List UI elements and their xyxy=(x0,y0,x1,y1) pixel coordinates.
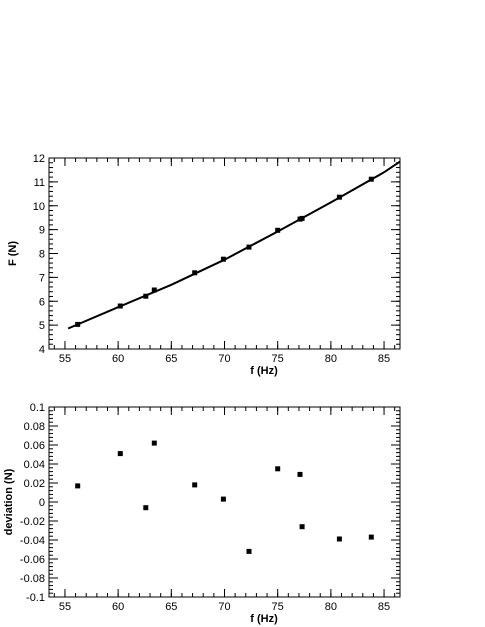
x-tick-label: 65 xyxy=(165,601,177,613)
y-tick-label: 0 xyxy=(39,497,45,509)
data-point xyxy=(143,505,149,511)
y-tick-label: 0.02 xyxy=(24,478,45,490)
fit-curve xyxy=(67,160,401,330)
data-point xyxy=(275,466,281,472)
data-point xyxy=(336,194,342,200)
y-tick-label: 0.04 xyxy=(24,459,45,471)
plot-frame xyxy=(48,406,401,598)
data-point xyxy=(246,548,252,554)
y-axis-title: deviation (N) xyxy=(3,468,15,535)
y-tick-label: -0.1 xyxy=(26,592,45,604)
x-tick-label: 70 xyxy=(218,601,230,613)
top-plot-force-vs-frequency: 55 60 65 70 75 80 85 4 5 6 7 8 9 10 11 12 f (Hz) F (N) xyxy=(7,153,401,377)
y-tick-label: -0.06 xyxy=(20,554,45,566)
x-axis-title: f (Hz) xyxy=(250,613,278,625)
data-point xyxy=(192,270,198,276)
y-tick-label: 0.06 xyxy=(24,440,45,452)
data-point xyxy=(246,244,252,250)
y-tick-label: 8 xyxy=(39,249,45,261)
data-point xyxy=(336,536,342,542)
data-point xyxy=(143,293,149,299)
x-axis-title: f (Hz) xyxy=(250,365,278,377)
data-point xyxy=(297,471,303,477)
y-tick-label: 11 xyxy=(34,177,45,189)
y-tick-label: 6 xyxy=(39,296,45,308)
data-point xyxy=(117,451,123,457)
data-point xyxy=(151,287,157,293)
data-point xyxy=(220,256,226,262)
x-tick-label: 85 xyxy=(378,601,390,613)
y-tick-label: 0.1 xyxy=(30,402,45,414)
y-tick-label: 5 xyxy=(39,320,45,332)
data-point xyxy=(192,482,198,488)
y-tick-label: -0.04 xyxy=(20,535,45,547)
data-point xyxy=(368,534,374,540)
x-tick-label: 55 xyxy=(59,601,71,613)
data-point xyxy=(75,321,81,327)
data-point xyxy=(117,303,123,309)
y-axis-title: F (N) xyxy=(7,241,19,266)
y-tick-label: 10 xyxy=(33,201,45,213)
data-point xyxy=(275,227,281,233)
y-tick-label: 4 xyxy=(39,344,45,356)
x-tick-label: 75 xyxy=(272,601,284,613)
y-tick-label: -0.02 xyxy=(20,516,45,528)
x-tick-label: 60 xyxy=(112,353,124,365)
plot-frame xyxy=(48,157,401,350)
x-tick-label: 65 xyxy=(165,353,177,365)
data-point xyxy=(299,524,305,530)
y-tick-label: 12 xyxy=(33,153,45,165)
x-tick-label: 75 xyxy=(272,353,284,365)
data-point xyxy=(151,440,157,446)
x-tick-label: 55 xyxy=(59,353,71,365)
y-tick-label: 0.08 xyxy=(24,421,45,433)
x-tick-label: 70 xyxy=(218,353,230,365)
x-tick-label: 85 xyxy=(378,353,390,365)
y-tick-label: -0.08 xyxy=(20,573,45,585)
y-tick-label: 9 xyxy=(39,225,45,237)
data-point xyxy=(220,496,226,502)
data-point xyxy=(368,176,374,182)
y-tick-label: 7 xyxy=(39,272,45,284)
x-tick-label: 80 xyxy=(325,353,337,365)
x-tick-label: 60 xyxy=(112,601,124,613)
x-tick-label: 80 xyxy=(325,601,337,613)
data-point xyxy=(299,215,305,221)
bottom-plot-deviation-vs-frequency: 55 60 65 70 75 80 85 -0.1 -0.08 -0.06 -0.04 -0.02 0 0… xyxy=(3,402,401,625)
data-point xyxy=(75,483,81,489)
